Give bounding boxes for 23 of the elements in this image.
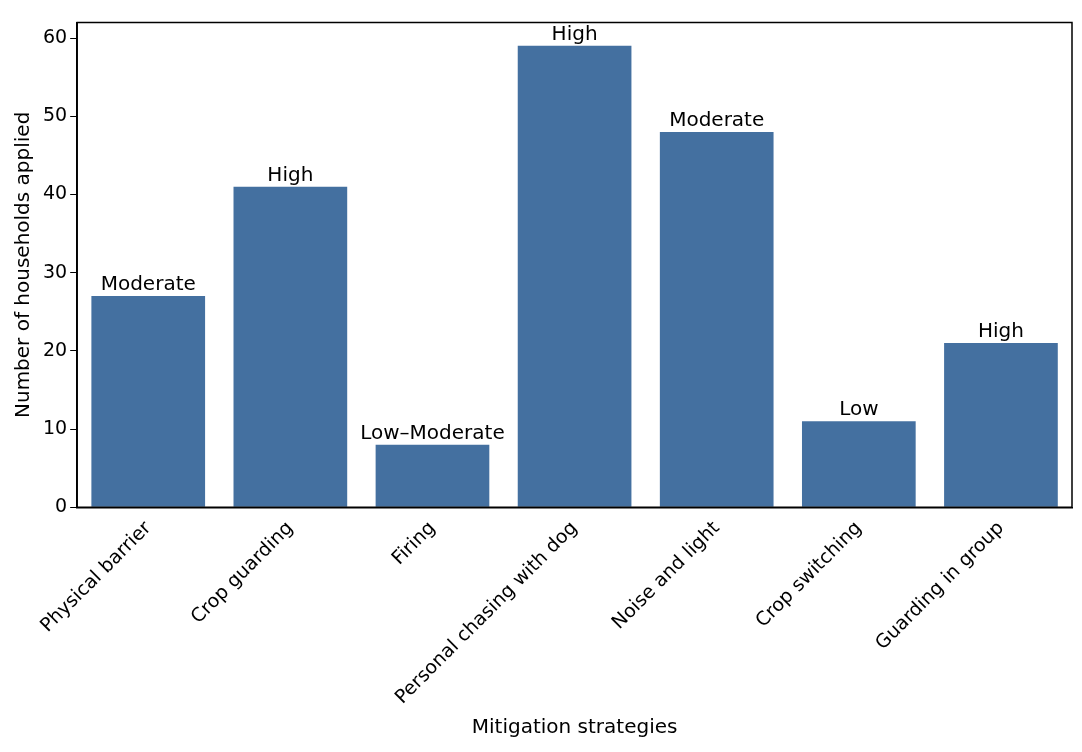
y-tick-label: 20 (42, 337, 68, 360)
bar (801, 421, 916, 507)
data-label: Low (839, 396, 879, 421)
y-tick-label: 60 (42, 24, 68, 47)
bar (375, 444, 490, 507)
y-tick-label: 50 (42, 103, 68, 126)
y-tick-label: 40 (42, 181, 68, 204)
data-label: High (977, 318, 1024, 343)
data-label: Moderate (669, 107, 765, 132)
x-axis-title: Mitigation strategies (471, 714, 678, 739)
y-tick-label: 0 (55, 494, 68, 517)
bar (517, 45, 632, 507)
data-label: Moderate (100, 271, 196, 296)
data-label: High (551, 21, 598, 46)
y-tick-label: 30 (42, 259, 68, 282)
bar (659, 131, 774, 507)
y-tick-label: 10 (42, 416, 68, 438)
bar (91, 296, 206, 507)
bar (233, 186, 348, 507)
bar (944, 343, 1058, 507)
data-label: High (267, 161, 314, 186)
data-label: Low–Moderate (360, 419, 505, 444)
y-axis-title: Number of households applied (10, 111, 35, 419)
